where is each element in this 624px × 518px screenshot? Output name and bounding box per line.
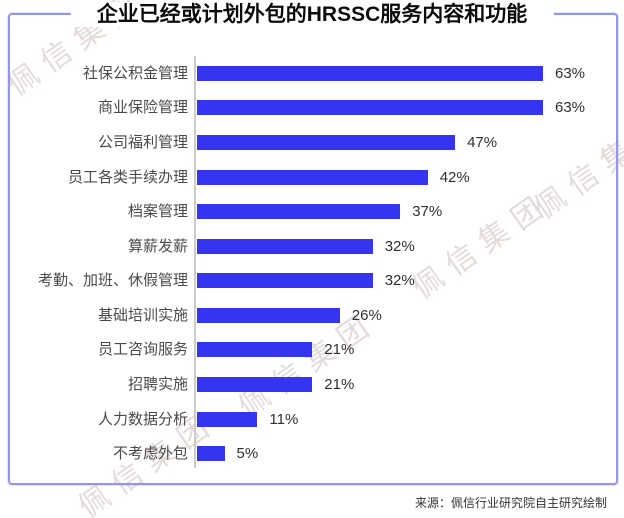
category-label: 基础培训实施 [97,306,188,324]
value-label: 11% [269,410,299,428]
category-label: 员工各类手续办理 [67,168,188,186]
bar [197,342,313,358]
category-label: 公司福利管理 [97,133,188,151]
value-label: 32% [384,237,415,255]
bar-row: 算薪发薪 32% [20,229,614,264]
category-label: 考勤、加班、休假管理 [37,272,188,290]
bar-row: 考勤、加班、休假管理 32% [20,263,614,298]
bar [197,307,340,323]
category-label: 员工咨询服务 [97,341,188,359]
bar-row: 基础培训实施 26% [20,298,614,333]
bar-row: 不考虑外包 5% [20,436,614,471]
bar [197,411,258,427]
value-label: 63% [555,64,586,82]
bar-row: 招聘实施 21% [20,367,614,402]
value-label: 21% [324,375,355,393]
category-label: 招聘实施 [127,375,188,393]
y-axis-line [194,56,196,468]
bar [197,204,401,220]
value-label: 42% [439,168,470,186]
value-label: 21% [324,341,355,359]
value-label: 37% [412,203,443,221]
category-label: 社保公积金管理 [82,64,188,82]
bar [197,446,225,462]
bar-row: 档案管理 37% [20,194,614,229]
category-label: 人力数据分析 [97,410,188,428]
bar [197,169,428,185]
category-label: 不考虑外包 [112,445,188,463]
bar [197,376,313,392]
source-note: 来源：佩信行业研究院自主研究绘制 [414,496,607,510]
bar [197,100,543,116]
bar [197,65,543,81]
bar-row: 员工各类手续办理 42% [20,160,614,195]
bar-rows: 社保公积金管理 63% 商业保险管理 63% 公司福利管理 47% 员工各类手续办理 42% 档… [20,56,614,471]
bar-row: 公司福利管理 47% [20,125,614,160]
bar-row: 社保公积金管理 63% [20,56,614,91]
bar [197,238,373,254]
category-label: 档案管理 [127,203,188,221]
bar [197,134,456,150]
category-label: 商业保险管理 [97,99,188,117]
value-label: 63% [555,99,586,117]
value-label: 32% [384,272,415,290]
value-label: 26% [351,306,382,324]
bar-row: 员工咨询服务 21% [20,333,614,368]
category-label: 算薪发薪 [127,237,188,255]
bar-row: 人力数据分析 11% [20,402,614,437]
value-label: 5% [236,445,259,463]
bar-row: 商业保险管理 63% [20,91,614,126]
value-label: 47% [467,133,498,151]
chart-title: 企业已经或计划外包的HRSSC服务内容和功能 [70,2,554,27]
bar [197,273,373,289]
